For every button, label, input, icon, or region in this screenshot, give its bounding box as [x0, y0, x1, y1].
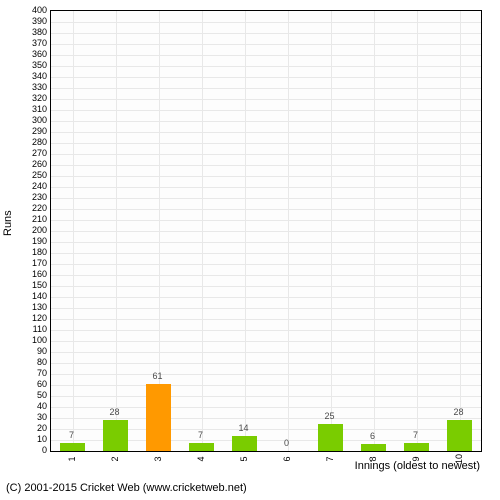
bar-value-label: 7: [401, 430, 431, 440]
y-tick-label: 60: [17, 379, 47, 389]
y-tick-label: 240: [17, 181, 47, 191]
x-tick-label: 8: [368, 449, 378, 469]
y-tick-label: 90: [17, 346, 47, 356]
bar-value-label: 25: [315, 411, 345, 421]
y-tick-label: 360: [17, 49, 47, 59]
bar: [318, 424, 344, 452]
bar: [447, 420, 473, 451]
y-tick-label: 70: [17, 368, 47, 378]
y-tick-label: 320: [17, 93, 47, 103]
y-tick-label: 190: [17, 236, 47, 246]
y-tick-label: 350: [17, 60, 47, 70]
grid-line-v: [116, 11, 117, 451]
chart-container: Runs Innings (oldest to newest) (C) 2001…: [0, 0, 500, 500]
copyright-text: (C) 2001-2015 Cricket Web (www.cricketwe…: [6, 482, 247, 494]
x-tick-label: 7: [325, 449, 335, 469]
y-axis-label: Runs: [2, 210, 14, 236]
bar-value-label: 7: [57, 430, 87, 440]
x-tick-label: 2: [110, 449, 120, 469]
grid-line-v: [73, 11, 74, 451]
bar-value-label: 28: [100, 407, 130, 417]
bar-value-label: 0: [272, 438, 302, 448]
y-tick-label: 220: [17, 203, 47, 213]
bar-value-label: 6: [358, 431, 388, 441]
y-tick-label: 210: [17, 214, 47, 224]
bar-value-label: 14: [229, 423, 259, 433]
y-tick-label: 0: [17, 445, 47, 455]
grid-line-v: [460, 11, 461, 451]
y-tick-label: 30: [17, 412, 47, 422]
y-tick-label: 390: [17, 16, 47, 26]
y-tick-label: 230: [17, 192, 47, 202]
y-tick-label: 80: [17, 357, 47, 367]
y-tick-label: 110: [17, 324, 47, 334]
y-tick-label: 310: [17, 104, 47, 114]
x-tick-label: 5: [239, 449, 249, 469]
y-tick-label: 200: [17, 225, 47, 235]
y-tick-label: 160: [17, 269, 47, 279]
y-tick-label: 130: [17, 302, 47, 312]
bar-value-label: 61: [143, 371, 173, 381]
bar-value-label: 28: [444, 407, 474, 417]
y-tick-label: 290: [17, 126, 47, 136]
grid-line-v: [374, 11, 375, 451]
y-tick-label: 170: [17, 258, 47, 268]
y-tick-label: 10: [17, 434, 47, 444]
grid-line-v: [202, 11, 203, 451]
y-tick-label: 340: [17, 71, 47, 81]
y-tick-label: 400: [17, 5, 47, 15]
y-tick-label: 270: [17, 148, 47, 158]
x-tick-label: 6: [282, 449, 292, 469]
y-tick-label: 100: [17, 335, 47, 345]
bar: [103, 420, 129, 451]
y-tick-label: 40: [17, 401, 47, 411]
y-tick-label: 370: [17, 38, 47, 48]
grid-line-v: [245, 11, 246, 451]
x-tick-label: 9: [411, 449, 421, 469]
y-tick-label: 250: [17, 170, 47, 180]
x-tick-label: 10: [454, 449, 464, 469]
plot-area: [50, 10, 482, 452]
x-tick-label: 1: [67, 449, 77, 469]
y-tick-label: 180: [17, 247, 47, 257]
y-tick-label: 260: [17, 159, 47, 169]
y-tick-label: 20: [17, 423, 47, 433]
y-tick-label: 120: [17, 313, 47, 323]
y-tick-label: 140: [17, 291, 47, 301]
y-tick-label: 300: [17, 115, 47, 125]
x-tick-label: 4: [196, 449, 206, 469]
grid-line-v: [331, 11, 332, 451]
y-tick-label: 380: [17, 27, 47, 37]
grid-line-v: [288, 11, 289, 451]
y-tick-label: 50: [17, 390, 47, 400]
bar: [146, 384, 172, 451]
y-tick-label: 280: [17, 137, 47, 147]
bar-value-label: 7: [186, 430, 216, 440]
y-tick-label: 330: [17, 82, 47, 92]
y-tick-label: 150: [17, 280, 47, 290]
x-tick-label: 3: [153, 449, 163, 469]
grid-line-v: [417, 11, 418, 451]
